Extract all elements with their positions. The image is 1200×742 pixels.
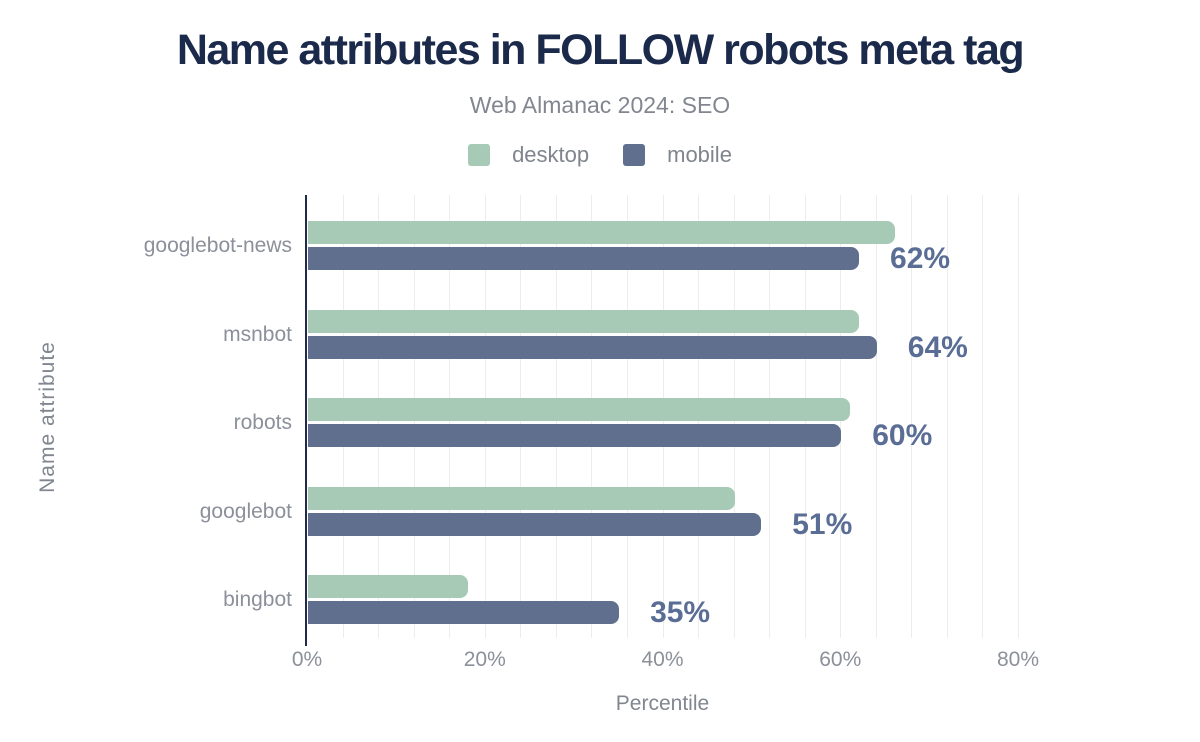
category-label-googlebot: googlebot [199, 499, 292, 523]
desktop-bar-googlebot [308, 486, 735, 510]
x-tick-label-20%: 20% [463, 648, 506, 671]
desktop-bar-msnbot [308, 309, 860, 333]
chart-legend: desktop mobile [0, 142, 1200, 168]
mobile-color-swatch [623, 144, 646, 166]
legend-label: mobile [667, 142, 732, 167]
desktop-bar-robots [308, 398, 851, 422]
x-axis-title: Percentile [615, 692, 710, 715]
x-tick-label-60%: 60% [819, 648, 862, 671]
category-label-bingbot: bingbot [223, 588, 292, 612]
gridline [982, 195, 984, 638]
bar-value-label-googlebot: 51% [792, 507, 853, 541]
mobile-bar-googlebot-news [308, 247, 860, 270]
x-tick-label-0%: 0% [291, 648, 323, 671]
gridline [911, 195, 913, 638]
bar-value-label-googlebot-news: 62% [890, 242, 951, 275]
y-axis-line [305, 195, 307, 646]
bar-value-label-robots: 60% [872, 419, 933, 453]
legend-label: desktop [512, 142, 590, 167]
legend-item-desktop: desktop [468, 142, 589, 168]
desktop-bar-googlebot-news [308, 221, 895, 244]
category-label-googlebot-news: googlebot-news [143, 234, 292, 257]
bar-value-label-bingbot: 35% [650, 596, 711, 630]
desktop-bar-bingbot [308, 575, 468, 599]
mobile-bar-googlebot [308, 512, 762, 536]
chart-subtitle: Web Almanac 2024: SEO [469, 92, 731, 118]
gridline [875, 195, 877, 638]
legend-item-mobile: mobile [623, 142, 732, 168]
mobile-bar-robots [308, 424, 842, 448]
chart-title: Name attributes in FOLLOW robots meta ta… [176, 26, 1025, 74]
gridline [1018, 195, 1019, 638]
mobile-bar-bingbot [308, 601, 620, 625]
gridline [946, 195, 948, 638]
category-label-msnbot: msnbot [223, 322, 292, 346]
plot-area: 62% 64% 60% 51% 35% [307, 195, 1019, 638]
desktop-color-swatch [468, 144, 491, 166]
x-tick-label-80%: 80% [996, 648, 1040, 671]
x-tick-label-40%: 40% [641, 648, 684, 671]
mobile-bar-msnbot [308, 335, 877, 359]
category-label-robots: robots [233, 411, 292, 435]
bar-value-label-msnbot: 64% [907, 330, 968, 364]
